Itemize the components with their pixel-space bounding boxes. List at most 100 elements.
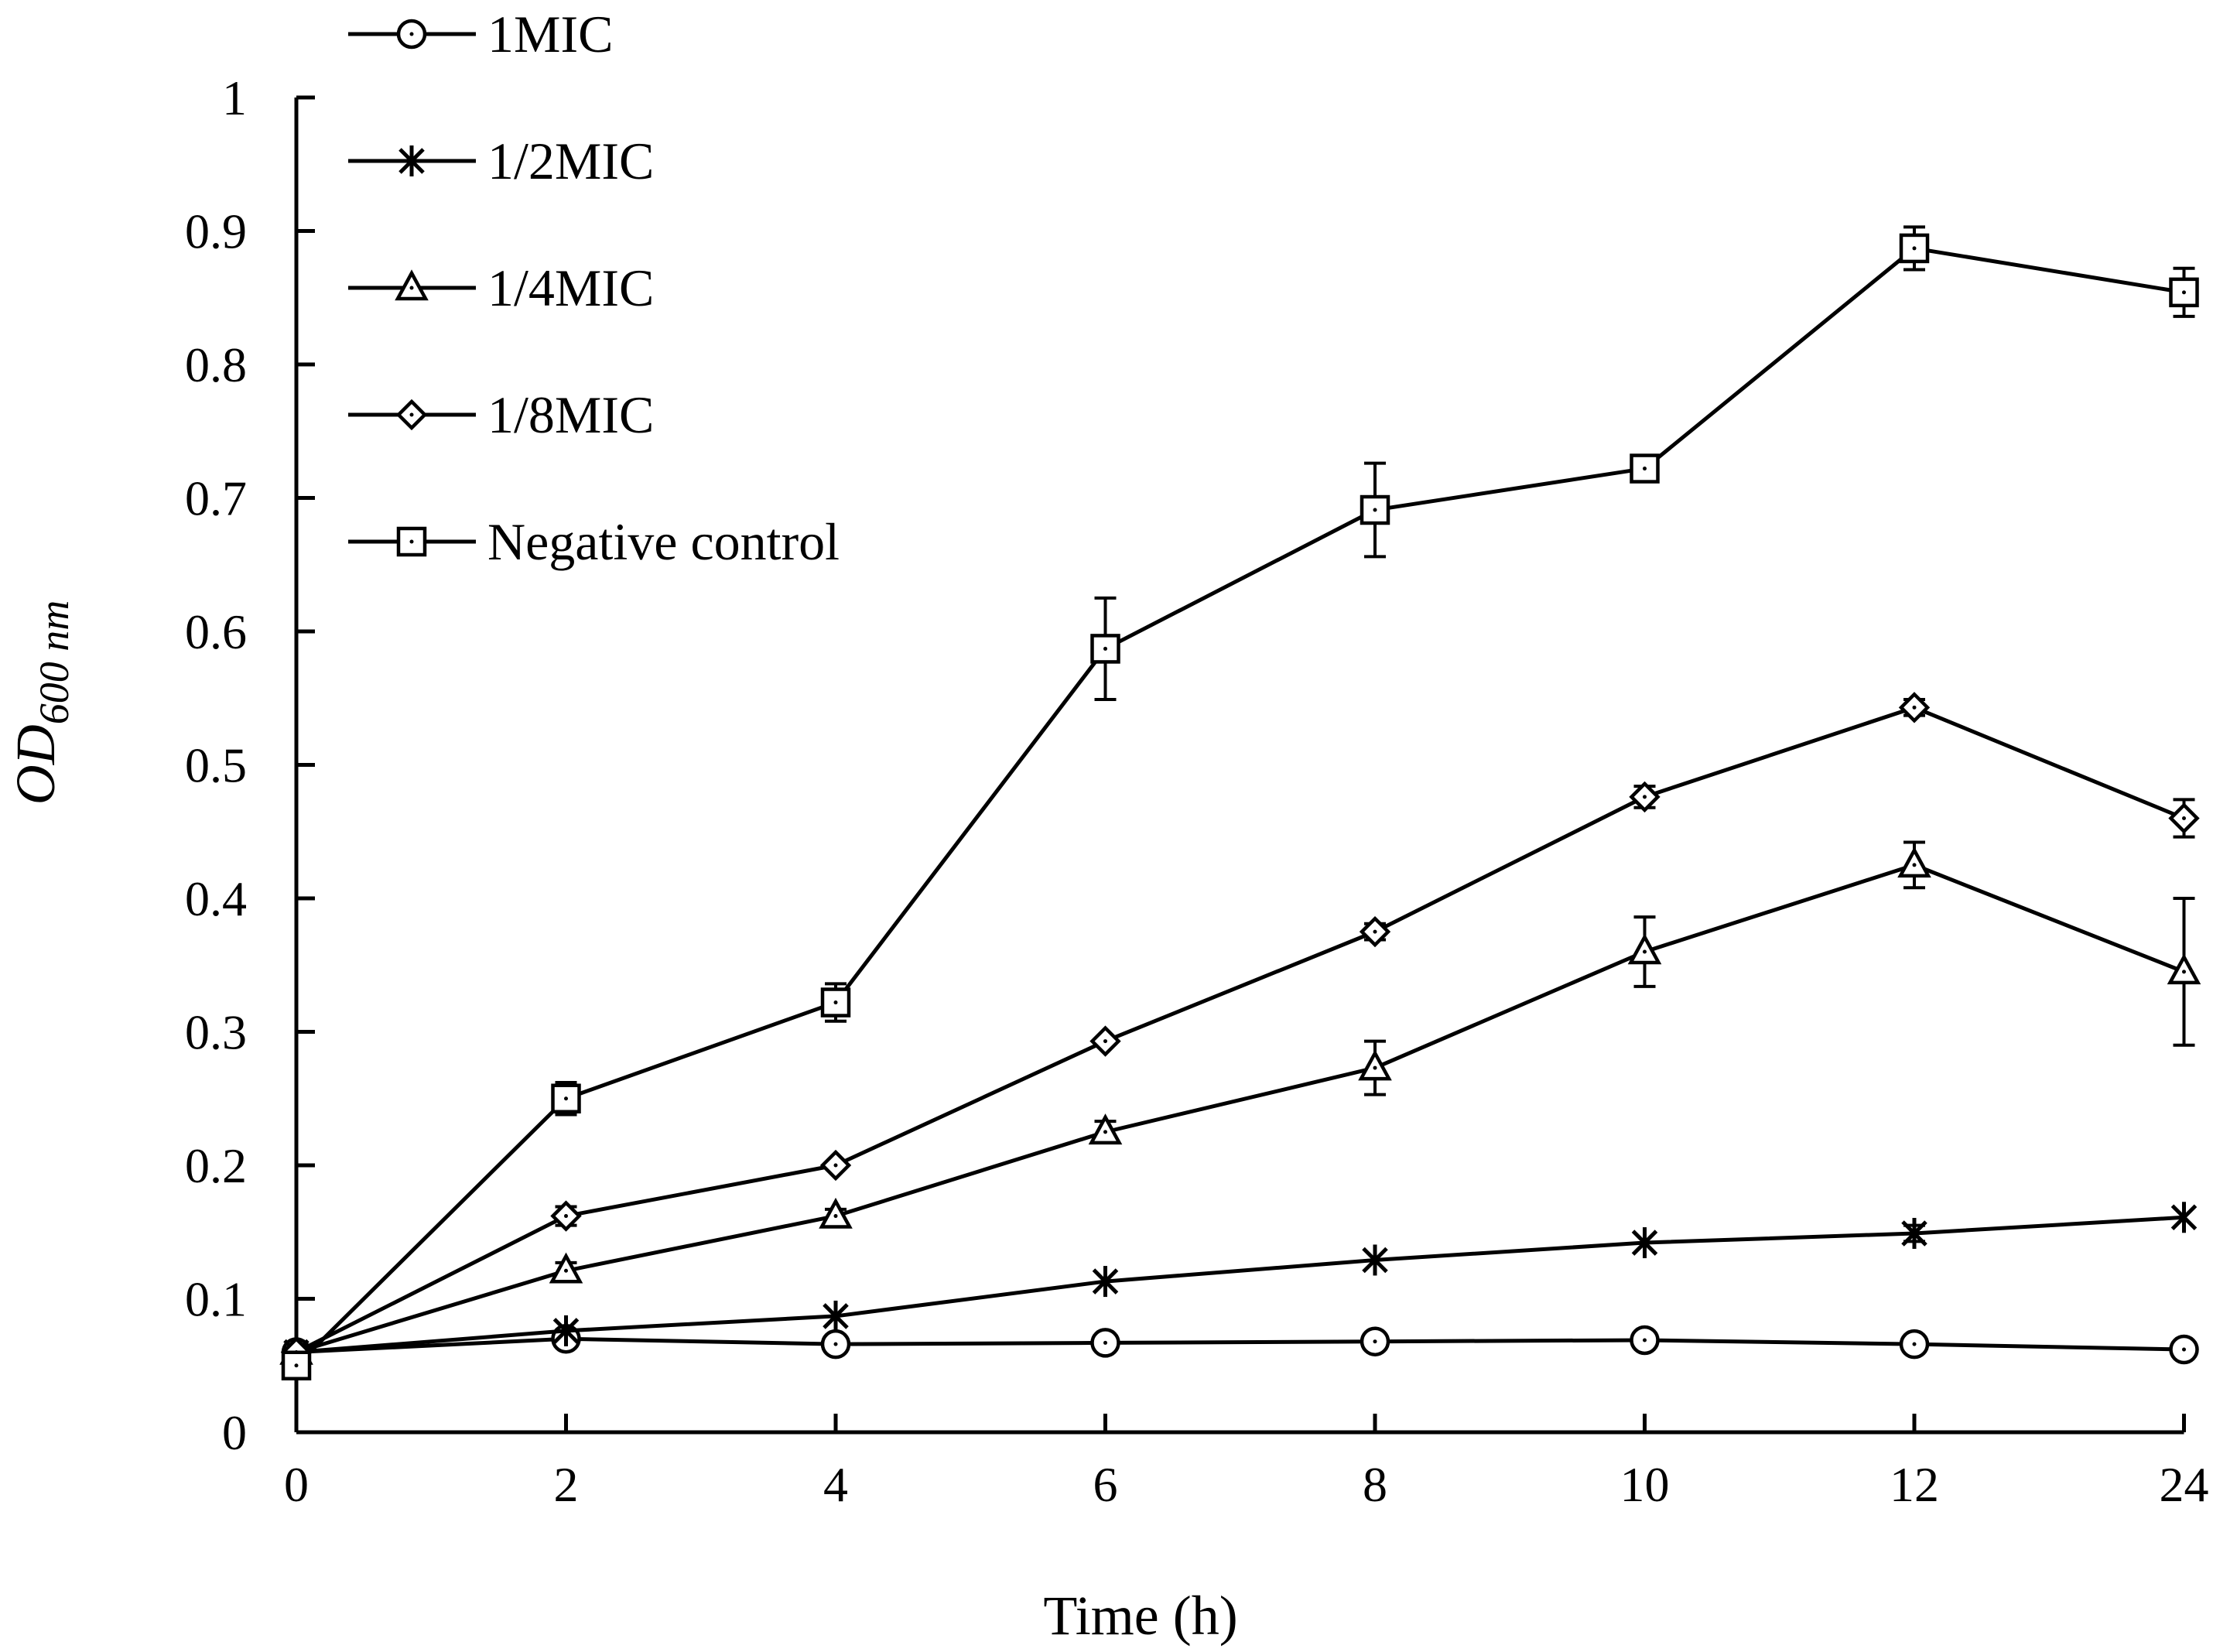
legend-marker bbox=[395, 269, 429, 301]
series-line bbox=[296, 1215, 2184, 1354]
y-axis-title-main: OD bbox=[5, 724, 67, 805]
data-point bbox=[1629, 781, 1661, 813]
y-tick-label: 0.3 bbox=[185, 1005, 247, 1060]
marker-dot bbox=[1103, 1340, 1107, 1345]
x-tick-label: 4 bbox=[823, 1457, 848, 1512]
legend-item: Negative control bbox=[348, 512, 840, 571]
series-layer bbox=[279, 225, 2201, 1380]
x-tick-label: 0 bbox=[284, 1457, 309, 1512]
marker-dot bbox=[1912, 863, 1917, 867]
legend-item: 1/8MIC bbox=[348, 385, 654, 444]
marker-dot bbox=[564, 1268, 568, 1273]
data-point bbox=[1897, 847, 1931, 878]
marker-dot bbox=[294, 1363, 299, 1368]
data-point bbox=[1899, 1329, 1930, 1360]
data-point bbox=[819, 1197, 853, 1229]
marker-dot bbox=[1912, 705, 1917, 710]
data-point bbox=[2168, 802, 2200, 834]
data-point bbox=[1901, 1217, 1927, 1249]
marker-dot bbox=[833, 1214, 838, 1219]
data-point bbox=[549, 1252, 583, 1284]
data-point bbox=[1630, 1325, 1660, 1356]
legend-label: Negative control bbox=[487, 512, 840, 571]
x-tick-label: 8 bbox=[1363, 1457, 1387, 1512]
marker-dot bbox=[2182, 816, 2186, 820]
y-tick-label: 0.4 bbox=[185, 871, 247, 926]
data-point bbox=[823, 1300, 849, 1332]
y-tick-label: 0.1 bbox=[185, 1272, 247, 1327]
data-point bbox=[1090, 634, 1120, 664]
marker-dot bbox=[1103, 1039, 1107, 1044]
y-axis-title: OD600 nm bbox=[5, 600, 77, 805]
marker-dot bbox=[1373, 1065, 1377, 1070]
marker-dot bbox=[1373, 1339, 1377, 1344]
data-point bbox=[820, 987, 851, 1018]
data-point bbox=[1090, 1328, 1120, 1358]
legend-label: 1/8MIC bbox=[487, 385, 654, 444]
legend-label: 1MIC bbox=[487, 5, 613, 63]
data-point bbox=[1630, 453, 1660, 484]
legend-marker bbox=[396, 526, 427, 557]
marker-dot bbox=[409, 539, 414, 544]
marker-dot bbox=[1912, 1342, 1917, 1346]
marker-dot bbox=[1373, 508, 1377, 512]
data-point bbox=[1360, 494, 1390, 525]
legend-item: 1/4MIC bbox=[348, 258, 654, 317]
y-tick-label: 0.7 bbox=[185, 471, 247, 526]
y-tick-label: 0 bbox=[222, 1405, 247, 1460]
data-point bbox=[2169, 277, 2199, 308]
data-point bbox=[1092, 1266, 1119, 1298]
x-axis-title: Time (h) bbox=[1043, 1585, 1237, 1647]
data-point bbox=[2169, 1334, 2199, 1365]
data-point bbox=[1898, 692, 1931, 723]
legend: 1MIC 1/2MIC 1/4MIC 1/8MIC Negative control bbox=[348, 5, 840, 571]
series-line bbox=[296, 863, 2185, 1354]
x-tick-label: 6 bbox=[1093, 1457, 1118, 1512]
marker-dot bbox=[1912, 246, 1917, 251]
marker-dot bbox=[833, 1163, 838, 1168]
y-axis-title-subscript: 600 nm bbox=[31, 600, 77, 725]
legend-label: 1/2MIC bbox=[487, 132, 654, 190]
data-point bbox=[1089, 1025, 1121, 1057]
marker-shape bbox=[1360, 494, 1390, 525]
marker-dot bbox=[1103, 1130, 1107, 1134]
data-point bbox=[819, 1149, 852, 1182]
marker-dot bbox=[1643, 1338, 1647, 1342]
y-tick-label: 1 bbox=[222, 70, 247, 125]
data-point bbox=[281, 1350, 312, 1380]
y-tick-label: 0.8 bbox=[185, 337, 247, 392]
marker-dot bbox=[564, 1096, 568, 1101]
data-point bbox=[552, 1315, 580, 1346]
y-tick-label: 0.9 bbox=[185, 204, 247, 259]
legend-marker bbox=[396, 19, 427, 50]
data-point bbox=[1631, 1227, 1658, 1259]
series-line bbox=[295, 246, 2184, 1367]
y-tick-label: 0.6 bbox=[185, 604, 247, 659]
data-point bbox=[1362, 1244, 1388, 1276]
data-point bbox=[2170, 1202, 2198, 1233]
series-negative-control bbox=[281, 225, 2199, 1380]
marker-dot bbox=[564, 1214, 568, 1219]
data-point bbox=[1360, 1326, 1390, 1356]
x-tick-label: 10 bbox=[1620, 1457, 1670, 1512]
series-1-4mic bbox=[279, 840, 2201, 1365]
x-tick-label: 2 bbox=[554, 1457, 579, 1512]
axis-ticks: 00.10.20.30.40.50.60.70.80.910 2 4 6 8 10 12 24 bbox=[185, 70, 2209, 1512]
marker-dot bbox=[409, 32, 414, 36]
data-point bbox=[1358, 1049, 1392, 1081]
legend-label: 1/4MIC bbox=[487, 258, 654, 317]
data-point bbox=[1359, 915, 1391, 948]
marker-dot bbox=[1643, 949, 1647, 954]
y-tick-label: 0.5 bbox=[185, 738, 247, 793]
legend-item: 1MIC bbox=[348, 5, 613, 63]
legend-marker bbox=[398, 145, 425, 176]
marker-dot bbox=[833, 1000, 838, 1005]
marker-dot bbox=[409, 286, 414, 290]
marker-dot bbox=[409, 412, 414, 417]
marker-dot bbox=[1643, 795, 1647, 799]
data-point bbox=[551, 1083, 581, 1113]
y-tick-label: 0.2 bbox=[185, 1138, 247, 1193]
series-1-8mic bbox=[280, 692, 2200, 1368]
x-tick-label: 24 bbox=[2160, 1457, 2209, 1512]
x-tick-label: 12 bbox=[1890, 1457, 1939, 1512]
